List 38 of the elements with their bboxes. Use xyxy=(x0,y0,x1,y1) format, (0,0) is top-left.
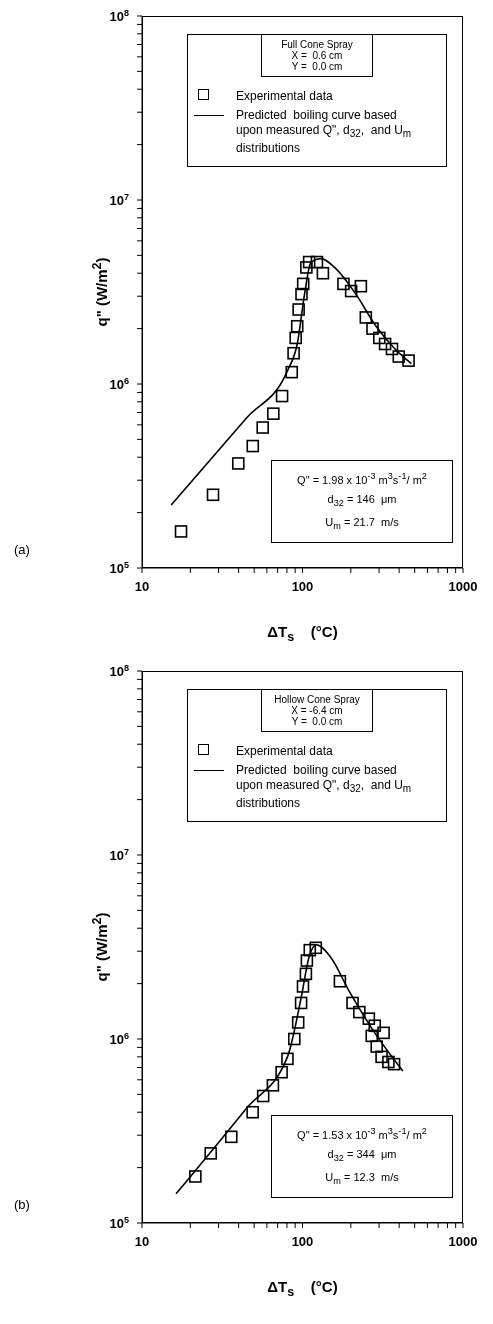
text: ΔT$_{s}$ (°C) xyxy=(267,623,338,644)
legend-label: Experimental data xyxy=(236,744,333,758)
y-tick-label: 10$^{6}$ xyxy=(109,1031,129,1047)
caption-box: Hollow Cone Spray X = -6.4 cm Y = 0.0 cm xyxy=(261,690,373,732)
text: Predicted boiling curve based upon measured Q", d$_{32}$, and U$_{m}$ distributions xyxy=(236,763,412,811)
legend-title: Hollow Cone Spray xyxy=(274,694,360,705)
note-box: Q" = 1.53 x 10$^{-3}$ m$^{3}$s$^{-1}$/ m$^{2}$ d$_{32}$ = 344 μm U$_{m}$ = 12.3 m/s xyxy=(271,1115,453,1199)
annotation: U$_{m}$ = 21.7 m/s xyxy=(325,515,399,532)
x-tick-label: 10 xyxy=(134,579,150,594)
y-tick-label: 10$^{6}$ xyxy=(109,376,129,392)
x-tick-label: 10 xyxy=(134,1234,150,1249)
y-tick-label: 10$^{7}$ xyxy=(109,192,129,208)
annotation: Q" = 1.53 x 10$^{-3}$ m$^{3}$s$^{-1}$/ m$^{2}$ xyxy=(297,1126,427,1141)
x-tick-label: 1000 xyxy=(448,1234,478,1249)
y-tick-label: 10$^{5}$ xyxy=(109,1215,129,1231)
annotation: Y = 0.0 cm xyxy=(291,61,343,72)
y-tick-label: 10$^{8}$ xyxy=(109,8,129,24)
annotation: d$_{32}$ = 146 μm xyxy=(327,492,397,508)
y-tick-label: 10$^{7}$ xyxy=(109,847,129,863)
x-tick-label: 1000 xyxy=(448,579,478,594)
annotation: X = -6.4 cm xyxy=(291,705,343,716)
text: Predicted boiling curve based upon measured Q", d$_{32}$, and U$_{m}$ distributions xyxy=(236,108,412,156)
text: ΔT$_{s}$ (°C) xyxy=(267,1278,338,1299)
note-box: Q" = 1.98 x 10$^{-3}$ m$^{3}$s$^{-1}$/ m$^{2}$ d$_{32}$ = 146 μm U$_{m}$ = 21.7 m/s xyxy=(271,460,453,544)
y-tick-label: 10$^{8}$ xyxy=(109,663,129,679)
legend-label: Experimental data xyxy=(236,89,333,103)
y-tick-label: 10$^{5}$ xyxy=(109,560,129,576)
text: (a) xyxy=(14,542,30,557)
legend-title: Full Cone Spray xyxy=(281,39,353,50)
annotation: X = 0.6 cm xyxy=(291,50,343,61)
annotation: d$_{32}$ = 344 μm xyxy=(327,1147,397,1163)
annotation: Q" = 1.98 x 10$^{-3}$ m$^{3}$s$^{-1}$/ m$^{2}$ xyxy=(297,471,427,486)
annotation: U$_{m}$ = 12.3 m/s xyxy=(325,1170,399,1187)
x-tick-label: 100 xyxy=(291,1234,314,1249)
text: (b) xyxy=(14,1197,30,1212)
x-tick-label: 100 xyxy=(291,579,314,594)
annotation: Y = 0.0 cm xyxy=(291,716,343,727)
caption-box: Full Cone Spray X = 0.6 cm Y = 0.0 cm xyxy=(261,35,373,77)
